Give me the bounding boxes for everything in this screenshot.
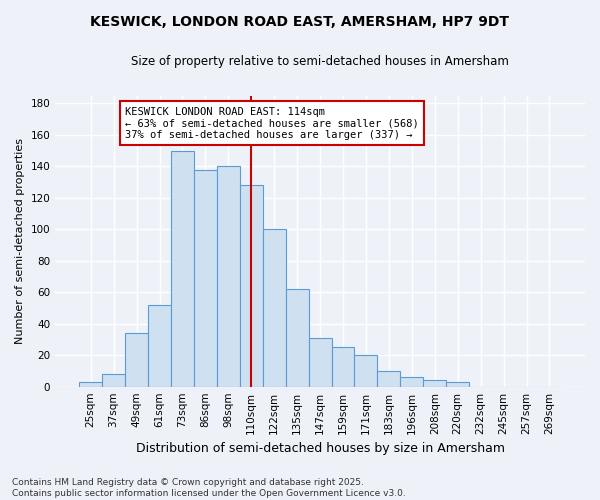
Bar bbox=[194, 170, 217, 386]
Bar bbox=[263, 230, 286, 386]
Text: KESWICK, LONDON ROAD EAST, AMERSHAM, HP7 9DT: KESWICK, LONDON ROAD EAST, AMERSHAM, HP7… bbox=[91, 15, 509, 29]
Bar bbox=[355, 355, 377, 386]
Bar bbox=[308, 338, 332, 386]
Bar bbox=[423, 380, 446, 386]
Bar bbox=[286, 289, 308, 386]
Bar bbox=[400, 377, 423, 386]
Title: Size of property relative to semi-detached houses in Amersham: Size of property relative to semi-detach… bbox=[131, 55, 509, 68]
Bar bbox=[171, 150, 194, 386]
Y-axis label: Number of semi-detached properties: Number of semi-detached properties bbox=[15, 138, 25, 344]
Bar bbox=[79, 382, 102, 386]
Bar bbox=[332, 348, 355, 387]
Bar bbox=[125, 333, 148, 386]
Bar bbox=[102, 374, 125, 386]
Text: Contains HM Land Registry data © Crown copyright and database right 2025.
Contai: Contains HM Land Registry data © Crown c… bbox=[12, 478, 406, 498]
Bar bbox=[240, 186, 263, 386]
Bar bbox=[148, 305, 171, 386]
X-axis label: Distribution of semi-detached houses by size in Amersham: Distribution of semi-detached houses by … bbox=[136, 442, 505, 455]
Bar bbox=[446, 382, 469, 386]
Bar bbox=[217, 166, 240, 386]
Text: KESWICK LONDON ROAD EAST: 114sqm
← 63% of semi-detached houses are smaller (568): KESWICK LONDON ROAD EAST: 114sqm ← 63% o… bbox=[125, 106, 419, 140]
Bar bbox=[377, 371, 400, 386]
